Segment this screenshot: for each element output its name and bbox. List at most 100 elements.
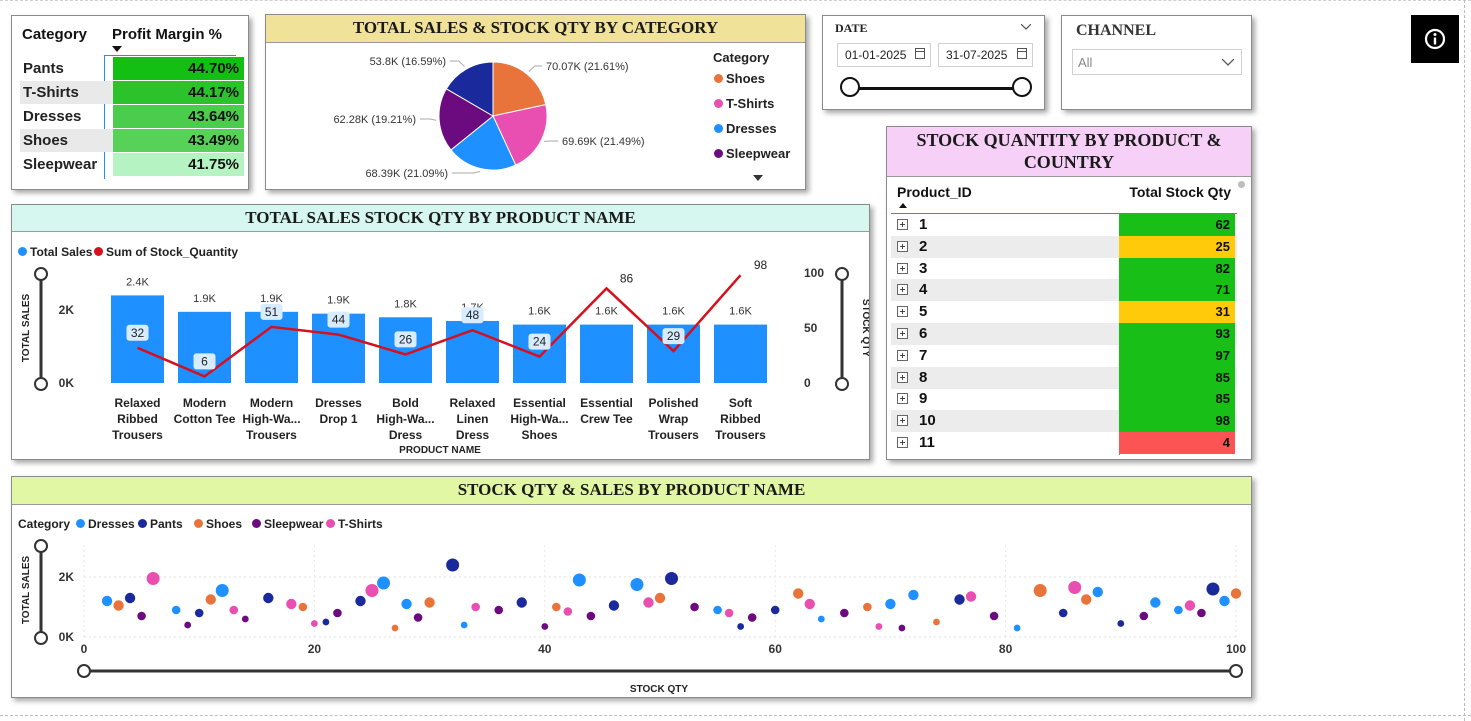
- expand-icon[interactable]: [897, 393, 908, 405]
- stock-table-row[interactable]: 4 71: [891, 279, 1237, 302]
- stock-sales-scatter-chart[interactable]: 0K 2K 0 20 40 60 80 100 TOTAL SALES STOCK QTY: [12, 505, 1251, 697]
- margin-row[interactable]: Sleepwear 41.75%: [20, 153, 244, 176]
- end-date-handle[interactable]: [1012, 77, 1032, 97]
- y2-axis-zoom-slider[interactable]: [835, 267, 849, 391]
- y-axis-zoom-slider[interactable]: [34, 267, 48, 391]
- scatter-point-sleepwear[interactable]: [840, 608, 849, 618]
- scatter-point-t-shirts[interactable]: [286, 598, 297, 610]
- sales-bar[interactable]: [513, 324, 566, 383]
- scatter-point-shoes[interactable]: [424, 597, 435, 608]
- pie-slice-sleepwear[interactable]: [438, 88, 494, 151]
- scatter-point-dresses[interactable]: [908, 589, 919, 601]
- scatter-point-pants[interactable]: [194, 608, 204, 618]
- stock-table-row[interactable]: 6 93: [891, 323, 1237, 345]
- scatter-point-dresses[interactable]: [1092, 586, 1103, 598]
- scatter-point-pants[interactable]: [263, 592, 274, 604]
- sales-bar[interactable]: [178, 311, 231, 383]
- expand-icon[interactable]: [897, 240, 908, 252]
- pie-slice-t-shirts[interactable]: [492, 103, 548, 166]
- scatter-point-shoes[interactable]: [205, 594, 216, 605]
- stock-table-row[interactable]: 5 31: [891, 301, 1237, 324]
- scatter-point-t-shirts[interactable]: [471, 602, 480, 612]
- expand-icon[interactable]: [897, 219, 908, 230]
- scatter-point-shoes[interactable]: [863, 602, 872, 612]
- expand-icon[interactable]: [897, 349, 908, 361]
- scatter-point-sleepwear[interactable]: [1197, 608, 1206, 618]
- scatter-point-sleepwear[interactable]: [333, 608, 342, 618]
- scatter-point-pants[interactable]: [737, 623, 745, 630]
- scatter-point-pants[interactable]: [770, 605, 780, 615]
- start-date-handle[interactable]: [840, 77, 860, 97]
- scatter-point-dresses[interactable]: [215, 584, 229, 597]
- scatter-point-shoes[interactable]: [298, 602, 308, 612]
- scatter-point-shoes[interactable]: [1230, 588, 1242, 599]
- scatter-point-t-shirts[interactable]: [724, 608, 734, 618]
- bar-legend-item[interactable]: Sum of Stock_Quantity: [94, 245, 238, 259]
- scatter-point-shoes[interactable]: [1033, 584, 1047, 597]
- scatter-legend-item[interactable]: Dresses: [76, 517, 135, 531]
- pie-legend-item[interactable]: Shoes: [714, 71, 765, 86]
- scatter-point-dresses[interactable]: [1013, 624, 1021, 632]
- scatter-point-sleepwear[interactable]: [184, 621, 192, 629]
- scatter-legend-item[interactable]: T-Shirts: [326, 517, 383, 531]
- column-header-total-stock-qty[interactable]: Total Stock Qty: [1129, 184, 1231, 200]
- pie-slice-pants[interactable]: [445, 61, 494, 117]
- stock-table-row[interactable]: 7 97: [891, 344, 1237, 367]
- scatter-point-t-shirts[interactable]: [875, 623, 883, 630]
- scatter-point-t-shirts[interactable]: [146, 572, 160, 585]
- y-axis-zoom-slider[interactable]: [34, 539, 48, 645]
- stock-table-row[interactable]: 8 85: [891, 366, 1237, 389]
- scatter-point-dresses[interactable]: [817, 615, 825, 623]
- pie-slice-shoes[interactable]: [492, 61, 547, 117]
- pie-legend-item[interactable]: T-Shirts: [714, 96, 774, 111]
- sales-bar[interactable]: [580, 324, 633, 383]
- scatter-point-sleepwear[interactable]: [989, 611, 999, 621]
- scatter-point-sleepwear[interactable]: [1139, 611, 1149, 621]
- expand-icon[interactable]: [897, 284, 908, 296]
- scatter-point-pants[interactable]: [516, 597, 527, 608]
- scatter-point-t-shirts[interactable]: [311, 620, 318, 627]
- scatter-point-dresses[interactable]: [572, 573, 586, 587]
- legend-scroll-down-icon[interactable]: [753, 175, 763, 181]
- column-header-profit-margin[interactable]: Profit Margin %: [112, 26, 223, 43]
- scatter-point-dresses[interactable]: [1174, 605, 1183, 615]
- chevron-down-icon[interactable]: [1021, 24, 1031, 30]
- scatter-point-sleepwear[interactable]: [690, 602, 699, 612]
- channel-dropdown[interactable]: All: [1072, 49, 1242, 75]
- scatter-point-dresses[interactable]: [713, 605, 722, 615]
- scatter-point-shoes[interactable]: [1081, 594, 1092, 605]
- sales-bar[interactable]: [245, 311, 298, 383]
- stock-table-row[interactable]: 2 25: [891, 235, 1237, 258]
- scatter-point-dresses[interactable]: [101, 595, 113, 607]
- sales-stock-combo-chart[interactable]: 0K 2K 0 50 100 TOTAL SALES STOCK QTY 2.4K Relaxe…: [12, 232, 869, 459]
- scatter-point-sleepwear[interactable]: [586, 611, 596, 621]
- scatter-point-sleepwear[interactable]: [413, 613, 423, 622]
- expand-icon[interactable]: [897, 371, 908, 383]
- stock-table-row[interactable]: 9 85: [891, 388, 1237, 411]
- pie-slice-dresses[interactable]: [450, 115, 517, 171]
- scatter-point-t-shirts[interactable]: [643, 597, 654, 608]
- stock-quantity-line[interactable]: [137, 274, 742, 378]
- scatter-point-shoes[interactable]: [391, 624, 399, 632]
- scatter-point-shoes[interactable]: [933, 618, 940, 626]
- bar-legend-item[interactable]: Total Sales: [18, 245, 92, 259]
- category-pie-chart[interactable]: 70.07K (21.61%) 69.69K (21.49%) 68.39K (21…: [266, 43, 705, 189]
- scatter-point-dresses[interactable]: [1219, 595, 1230, 607]
- expand-icon[interactable]: [897, 328, 908, 339]
- scatter-point-shoes[interactable]: [793, 588, 804, 599]
- scatter-point-pants[interactable]: [1117, 620, 1125, 627]
- scatter-point-sleepwear[interactable]: [494, 605, 504, 615]
- scatter-point-t-shirts[interactable]: [1184, 600, 1196, 611]
- scatter-point-pants[interactable]: [665, 572, 679, 585]
- scatter-point-pants[interactable]: [322, 618, 330, 626]
- scatter-legend-item[interactable]: Sleepwear: [252, 517, 323, 531]
- scatter-point-sleepwear[interactable]: [541, 623, 549, 630]
- margin-row[interactable]: Dresses 43.64%: [20, 105, 244, 128]
- stock-table-row[interactable]: 3 82: [891, 257, 1237, 280]
- scatter-point-sleepwear[interactable]: [747, 613, 757, 622]
- margin-row[interactable]: Shoes 43.49%: [20, 129, 244, 152]
- expand-icon[interactable]: [897, 306, 908, 318]
- scrollbar-thumb[interactable]: [1238, 181, 1245, 188]
- expand-icon[interactable]: [897, 437, 908, 448]
- scatter-point-pants[interactable]: [954, 594, 965, 605]
